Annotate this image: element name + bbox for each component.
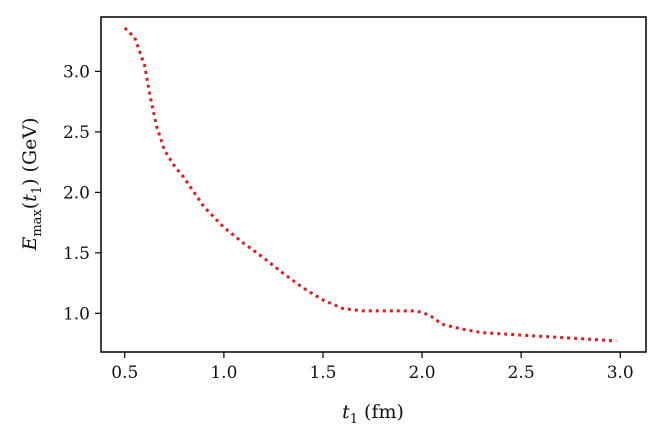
y-tick-label: 1.5 (63, 244, 90, 264)
x-tick-label: 2.0 (409, 363, 436, 383)
x-tick-label: 1.5 (309, 363, 336, 383)
y-tick-label: 3.0 (63, 62, 90, 82)
x-tick-label: 0.5 (111, 363, 138, 383)
plot-frame (100, 16, 647, 353)
plot-area (123, 26, 617, 343)
y-axis-label: Emax(t1) (GeV) (19, 117, 45, 251)
series-line-0 (123, 26, 617, 343)
y-tick-label: 2.5 (63, 123, 90, 143)
axis-ticks: 0.5 1.0 1.5 2.0 2.5 3.0 1.0 1.5 2.0 2.5 3.0 (63, 62, 634, 383)
x-tick-label: 3.0 (607, 363, 634, 383)
x-tick-label: 1.0 (210, 363, 237, 383)
y-tick-label: 2.0 (63, 183, 90, 203)
x-axis-label: t1 (fm) (342, 401, 404, 427)
x-tick-label: 2.5 (508, 363, 535, 383)
y-tick-label: 1.0 (63, 304, 90, 324)
